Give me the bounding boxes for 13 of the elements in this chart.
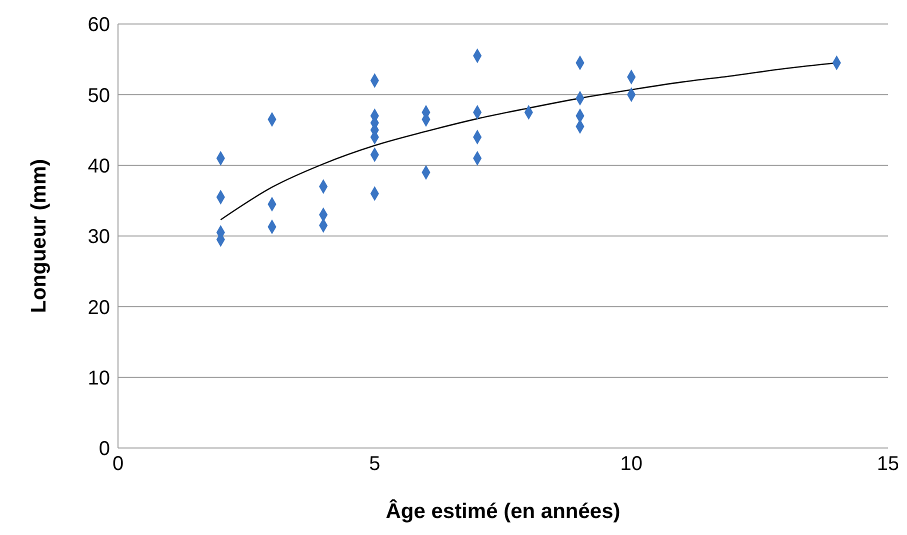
y-tick-label: 10 [88,367,110,390]
x-tick-label: 15 [876,453,900,476]
y-tick-label: 30 [88,226,110,248]
y-tick-label: 20 [88,296,110,319]
y-tick-label: 60 [88,14,110,36]
y-axis-title: Longueur (mm) [27,159,50,313]
y-tick-label: 50 [88,84,110,107]
x-tick-label: 5 [369,453,380,476]
x-tick-label: 0 [112,453,124,476]
x-axis-title: Âge estimé (en années) [386,499,620,523]
x-tick-label: 10 [620,453,642,476]
y-tick-label: 40 [88,155,110,178]
y-tick-label: 0 [98,438,110,460]
